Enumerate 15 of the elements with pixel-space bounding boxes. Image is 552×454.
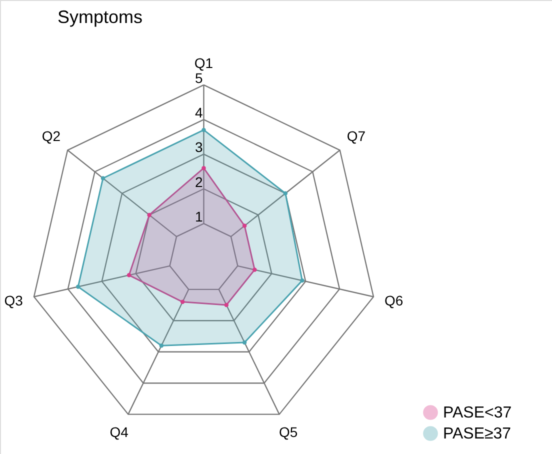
legend-label: PASE≥37 xyxy=(443,426,512,442)
spoke-label: Q6 xyxy=(384,292,404,308)
chart-title: Symptoms xyxy=(57,7,143,27)
y-tick-label: 1 xyxy=(194,208,203,225)
spoke-label: Q1 xyxy=(194,55,214,72)
spoke-label: Q4 xyxy=(110,424,129,440)
y-tick-label: 2 xyxy=(194,174,203,190)
spoke-label: Q3 xyxy=(4,292,24,308)
y-tick-label: 4 xyxy=(194,104,203,121)
y-tick-label: 5 xyxy=(194,70,203,86)
spoke-label: Q2 xyxy=(42,128,61,144)
spoke-label: Q7 xyxy=(346,128,366,144)
legend-label: PASE<37 xyxy=(443,404,512,422)
spoke-label: Q5 xyxy=(279,424,298,440)
y-tick-label: 3 xyxy=(194,139,203,156)
